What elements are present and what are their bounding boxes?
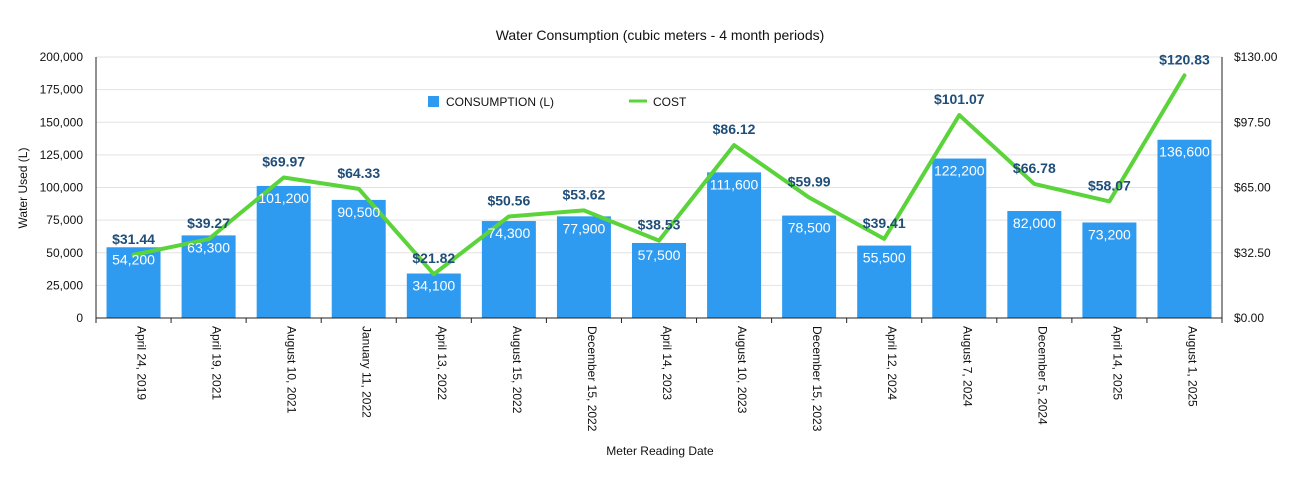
bar-consumption bbox=[256, 185, 311, 318]
bar-consumption bbox=[932, 158, 987, 318]
y2-tick-label: $65.00 bbox=[1234, 181, 1271, 195]
legend-consumption-label: CONSUMPTION (L) bbox=[446, 95, 554, 109]
bar-value-label: 101,200 bbox=[258, 190, 309, 206]
x-tick-label: August 10, 2021 bbox=[285, 326, 299, 414]
bar-consumption bbox=[632, 242, 686, 318]
cost-value-label: $21.82 bbox=[412, 250, 455, 266]
bar-value-label: 82,000 bbox=[1013, 215, 1056, 231]
cost-series-line bbox=[131, 73, 1187, 277]
x-tick-label: April 24, 2019 bbox=[135, 326, 149, 400]
bar-value-label: 111,600 bbox=[710, 176, 759, 192]
cost-value-label: $69.97 bbox=[262, 154, 305, 170]
bar-consumption bbox=[1157, 139, 1212, 318]
y-tick-label: 50,000 bbox=[46, 246, 83, 260]
cost-value-label: $120.83 bbox=[1159, 51, 1210, 67]
cost-value-label: $39.41 bbox=[863, 215, 906, 231]
x-tick-label: April 14, 2023 bbox=[660, 326, 674, 400]
cost-value-label: $58.07 bbox=[1088, 177, 1131, 193]
x-tick-label: April 12, 2024 bbox=[885, 326, 899, 400]
bar-consumption bbox=[707, 172, 762, 318]
legend: CONSUMPTION (L) COST bbox=[428, 95, 687, 109]
bar-value-label: 136,600 bbox=[1159, 144, 1210, 160]
bar-consumption bbox=[556, 216, 611, 318]
bar-consumption bbox=[1082, 222, 1137, 318]
cost-value-label: $38.53 bbox=[638, 217, 681, 233]
cost-value-label: $31.44 bbox=[112, 231, 155, 247]
y2-tick-label: $97.50 bbox=[1234, 115, 1271, 129]
x-tick-label: December 15, 2023 bbox=[810, 326, 824, 432]
bar-value-label: 77,900 bbox=[563, 220, 606, 236]
bar-value-label: 34,100 bbox=[412, 277, 455, 293]
x-axis-title: Meter Reading Date bbox=[606, 444, 714, 458]
x-tick-label: December 5, 2024 bbox=[1035, 326, 1049, 425]
y2-tick-label: $130.00 bbox=[1234, 50, 1278, 64]
bar-value-label: 122,200 bbox=[934, 163, 985, 179]
bar-consumption bbox=[331, 199, 386, 318]
y-tick-label: 75,000 bbox=[46, 213, 83, 227]
y-tick-label: 125,000 bbox=[40, 148, 84, 162]
x-tick-label: August 1, 2025 bbox=[1185, 326, 1199, 407]
cost-value-label: $59.99 bbox=[788, 174, 831, 190]
cost-value-label: $39.27 bbox=[187, 215, 230, 231]
x-tick-label: April 14, 2025 bbox=[1110, 326, 1124, 400]
y-tick-label: 150,000 bbox=[40, 115, 84, 129]
cost-value-label: $86.12 bbox=[713, 121, 756, 137]
bar-consumption bbox=[181, 235, 236, 318]
bar-value-label: 55,500 bbox=[863, 250, 906, 266]
x-tick-label: April 13, 2022 bbox=[435, 326, 449, 400]
cost-value-label: $50.56 bbox=[487, 192, 530, 208]
bar-consumption bbox=[1007, 210, 1062, 318]
x-tick-label: August 7, 2024 bbox=[960, 326, 974, 407]
bar-value-label: 57,500 bbox=[638, 247, 681, 263]
cost-line-group bbox=[131, 73, 1187, 277]
bar-value-label: 90,500 bbox=[337, 204, 380, 220]
cost-value-label: $101.07 bbox=[934, 91, 985, 107]
y-axis-title: Water Used (L) bbox=[16, 148, 30, 229]
x-tick-label: April 19, 2021 bbox=[210, 326, 224, 400]
y-tick-label: 200,000 bbox=[40, 50, 84, 64]
y-tick-label: 175,000 bbox=[40, 83, 84, 97]
y2-tick-label: $32.50 bbox=[1234, 246, 1271, 260]
bar-consumption bbox=[782, 215, 837, 318]
y2-tick-label: $0.00 bbox=[1234, 311, 1264, 325]
bar-value-label: 63,300 bbox=[187, 239, 230, 255]
y-tick-label: 0 bbox=[76, 311, 83, 325]
bars-group bbox=[106, 139, 1212, 318]
cost-value-label: $64.33 bbox=[337, 165, 380, 181]
bar-consumption bbox=[106, 247, 161, 318]
bar-value-label: 78,500 bbox=[788, 220, 831, 236]
data-labels-group: 54,200 63,300 101,200 90,500 34,100 74,300 77,… bbox=[112, 51, 1210, 293]
bar-consumption bbox=[857, 245, 912, 318]
x-tick-label: December 15, 2022 bbox=[585, 326, 599, 432]
x-tick-label: August 10, 2023 bbox=[735, 326, 749, 414]
bar-value-label: 54,200 bbox=[112, 251, 155, 267]
bar-consumption bbox=[406, 273, 461, 318]
bar-consumption bbox=[481, 221, 536, 318]
x-tick-label: August 15, 2022 bbox=[510, 326, 524, 414]
chart-title: Water Consumption (cubic meters - 4 mont… bbox=[496, 27, 825, 43]
y-tick-label: 100,000 bbox=[40, 181, 84, 195]
y-tick-label: 25,000 bbox=[46, 278, 83, 292]
legend-consumption-swatch bbox=[428, 96, 439, 107]
bar-value-label: 74,300 bbox=[487, 225, 530, 241]
x-tick-label: January 11, 2022 bbox=[360, 326, 374, 418]
axes-group: 0 25,000 50,000 75,000 100,000 125,000 150,000… bbox=[40, 50, 1278, 432]
cost-value-label: $53.62 bbox=[563, 186, 606, 202]
bar-value-label: 73,200 bbox=[1088, 226, 1131, 242]
legend-cost-label: COST bbox=[653, 95, 687, 109]
cost-value-label: $66.78 bbox=[1013, 160, 1056, 176]
